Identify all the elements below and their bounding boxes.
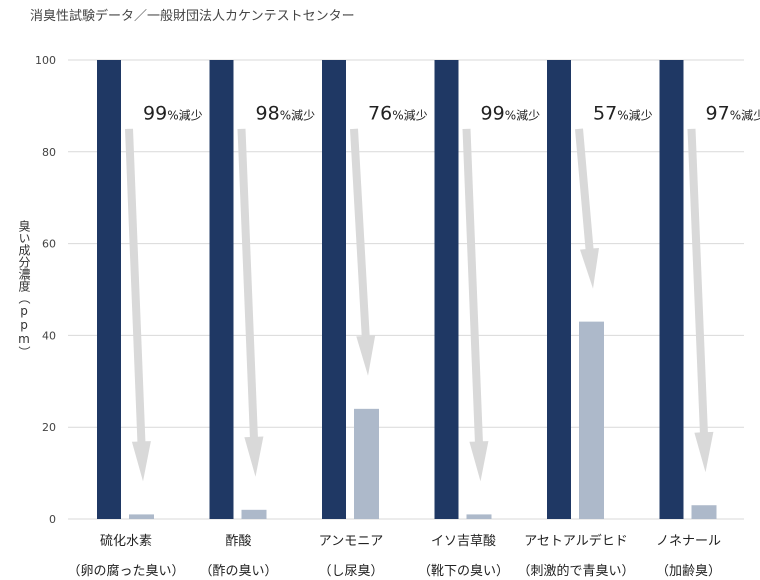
bar-after [129, 514, 154, 519]
bar-before [547, 60, 571, 519]
y-tick-label: 20 [42, 421, 56, 434]
category-label: イソ吉草酸 [431, 534, 496, 549]
y-tick-label: 80 [42, 146, 56, 159]
category-label: アセトアルデヒド [524, 533, 628, 549]
reduction-arrow [350, 128, 376, 376]
reduction-arrow [687, 128, 714, 473]
reduction-label: 57%減少 [593, 103, 653, 125]
source-note: 消臭性試験データ／一般財団法人カケンテストセンター [30, 9, 355, 24]
category-label: 硫化水素 [100, 534, 152, 549]
reduction-label: 99%減少 [143, 103, 203, 125]
reduction-arrow [575, 128, 599, 289]
bar-before [209, 60, 234, 519]
category-sublabel: （加齢臭） [656, 564, 721, 579]
reduction-label: 76%減少 [368, 103, 428, 125]
reduction-value: 99 [481, 103, 505, 125]
y-tick-label: 40 [42, 329, 56, 342]
category-label: ノネナール [656, 534, 721, 549]
category-label: アンモニア [319, 534, 383, 549]
labels: 02040608010099%減少硫化水素（卵の腐った臭い）98%減少酢酸（酢の… [35, 54, 760, 579]
category-sublabel: （し尿臭） [318, 564, 383, 579]
reduction-arrow [462, 128, 489, 482]
reduction-suffix: %減少 [505, 108, 540, 123]
reduction-value: 97 [706, 103, 730, 125]
reduction-label: 99%減少 [481, 103, 541, 125]
bar-after [579, 321, 604, 519]
reduction-suffix: %減少 [730, 108, 760, 123]
reduction-suffix: %減少 [392, 108, 427, 123]
reduction-value: 98 [256, 103, 280, 125]
bars [97, 60, 717, 519]
category-sublabel: （酢の臭い） [199, 564, 277, 579]
y-tick-label: 60 [42, 238, 56, 251]
bar-before [97, 60, 121, 519]
y-tick-label: 100 [35, 54, 56, 67]
category-sublabel: （靴下の臭い） [418, 564, 509, 579]
bar-before [322, 60, 346, 519]
y-axis-label: 臭い成分濃度（ppm） [17, 219, 31, 358]
reduction-arrow [237, 128, 264, 477]
reduction-value: 99 [143, 103, 167, 125]
bar-after [466, 514, 492, 519]
bar-after [691, 505, 717, 519]
category-label: 酢酸 [225, 534, 251, 549]
bar-before [659, 60, 684, 519]
reduction-arrows [125, 128, 714, 482]
reduction-label: 97%減少 [706, 103, 760, 125]
y-tick-label: 0 [49, 513, 56, 526]
reduction-suffix: %減少 [617, 108, 652, 123]
gridlines [68, 59, 744, 520]
bar-after [241, 509, 267, 519]
reduction-suffix: %減少 [280, 108, 315, 123]
category-sublabel: （卵の腐った臭い） [67, 564, 184, 579]
category-sublabel: （刺激的で青臭い） [517, 563, 634, 579]
reduction-value: 57 [593, 103, 617, 125]
reduction-label: 98%減少 [256, 103, 316, 125]
bar-before [434, 60, 459, 519]
reduction-suffix: %減少 [167, 108, 202, 123]
bar-after [354, 408, 379, 519]
reduction-arrow [125, 128, 151, 482]
reduction-value: 76 [368, 103, 392, 125]
